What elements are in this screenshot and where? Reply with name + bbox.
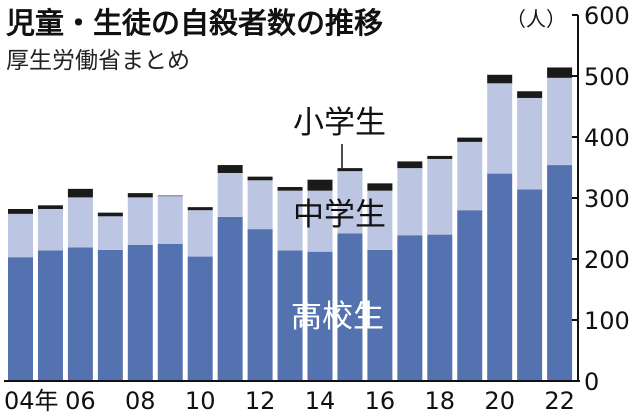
- bar-2013-series-1: [277, 190, 303, 251]
- bar-2020-series-0: [487, 173, 513, 381]
- x-tick-label: 16: [365, 387, 396, 415]
- bar-2015-series-2: [337, 168, 363, 172]
- series-label-junior-high: 中学生: [293, 197, 386, 233]
- bar-2004-series-2: [8, 208, 33, 214]
- chart-subtitle: 厚生労働省まとめ: [6, 48, 190, 74]
- bar-2005-series-2: [37, 205, 63, 209]
- series-label-elementary: 小学生: [293, 105, 386, 141]
- bar-2006-series-2: [67, 188, 93, 198]
- bar-2016-series-1: [367, 190, 393, 250]
- bar-2019-series-0: [457, 210, 483, 381]
- x-tick-label: 06: [65, 387, 96, 415]
- bar-2017-series-0: [397, 235, 423, 381]
- bar-2008-series-0: [127, 244, 153, 381]
- bar-2010-series-0: [187, 256, 213, 381]
- bar-2015-series-0: [337, 233, 363, 381]
- y-tick-label: 200: [584, 246, 630, 274]
- bar-2021-series-1: [517, 97, 543, 190]
- bar-2017-series-2: [397, 161, 423, 169]
- bar-2014-series-0: [307, 251, 333, 381]
- bar-2010-series-2: [187, 207, 213, 211]
- bar-2008-series-2: [127, 193, 153, 198]
- bar-2021-series-2: [517, 91, 543, 98]
- bar-2005-series-0: [37, 250, 63, 381]
- y-tick-label: 600: [584, 2, 630, 30]
- y-tick-label: 400: [584, 124, 630, 152]
- bar-2007-series-0: [97, 249, 123, 381]
- bar-2010-series-1: [187, 210, 213, 257]
- bar-2006-series-0: [67, 247, 93, 381]
- y-tick-label: 300: [584, 185, 630, 213]
- x-tick-label: 12: [245, 387, 276, 415]
- bar-2019-series-2: [457, 137, 483, 142]
- x-tick-label: 22: [544, 387, 575, 415]
- x-tick-label: 14: [305, 387, 336, 415]
- bar-2012-series-2: [247, 176, 273, 181]
- y-axis-unit: （人）: [506, 7, 566, 31]
- bar-2018-series-0: [427, 234, 453, 381]
- bar-2016-series-0: [367, 249, 393, 381]
- bar-2017-series-1: [397, 168, 423, 236]
- bar-2020-series-1: [487, 83, 513, 174]
- bar-2011-series-2: [217, 165, 243, 173]
- bar-2018-series-1: [427, 158, 453, 235]
- bar-2014-series-2: [307, 179, 333, 191]
- y-tick-label: 500: [584, 63, 630, 91]
- bar-2012-series-0: [247, 229, 273, 381]
- x-tick-label: 10: [185, 387, 216, 415]
- bar-2022-series-0: [547, 165, 573, 381]
- x-tick-label: 08: [125, 387, 156, 415]
- bar-2022-series-2: [547, 67, 573, 78]
- bar-2016-series-2: [367, 183, 393, 191]
- bars-group: [8, 67, 573, 381]
- series-label-high-school: 高校生: [291, 299, 384, 335]
- bar-2004-series-1: [8, 213, 33, 258]
- bar-2006-series-1: [67, 197, 93, 248]
- x-tick-label: 18: [425, 387, 456, 415]
- bar-2008-series-1: [127, 197, 153, 245]
- x-tick-label: 20: [484, 387, 515, 415]
- bar-2005-series-1: [37, 208, 63, 251]
- bar-2022-series-1: [547, 77, 573, 166]
- chart-title: 児童・生徒の自殺者数の推移: [6, 6, 383, 40]
- bar-2011-series-1: [217, 172, 243, 217]
- bar-2009-series-2: [157, 195, 183, 197]
- bar-2013-series-2: [277, 187, 303, 191]
- bar-2009-series-0: [157, 243, 183, 381]
- bar-2007-series-1: [97, 216, 123, 250]
- bar-2018-series-2: [427, 155, 453, 159]
- bar-2019-series-1: [457, 141, 483, 211]
- bar-2007-series-2: [97, 212, 123, 217]
- bar-2013-series-0: [277, 250, 303, 381]
- bar-2009-series-1: [157, 196, 183, 244]
- y-tick-label: 0: [584, 368, 599, 396]
- bar-2011-series-0: [217, 216, 243, 381]
- bar-2015-series-1: [337, 171, 363, 234]
- bar-2021-series-0: [517, 189, 543, 381]
- x-axis-ticks: 04年 06 08 10 12 14 16 18 20 22: [4, 387, 575, 415]
- bar-2012-series-1: [247, 180, 273, 230]
- y-axis-ticks: 0 100 200 300 400 500 600: [572, 2, 630, 396]
- x-tick-label: 04年: [4, 387, 59, 415]
- bar-2004-series-0: [8, 257, 33, 381]
- bar-2014-series-1: [307, 190, 333, 252]
- y-tick-label: 100: [584, 307, 630, 335]
- bar-2020-series-2: [487, 74, 513, 84]
